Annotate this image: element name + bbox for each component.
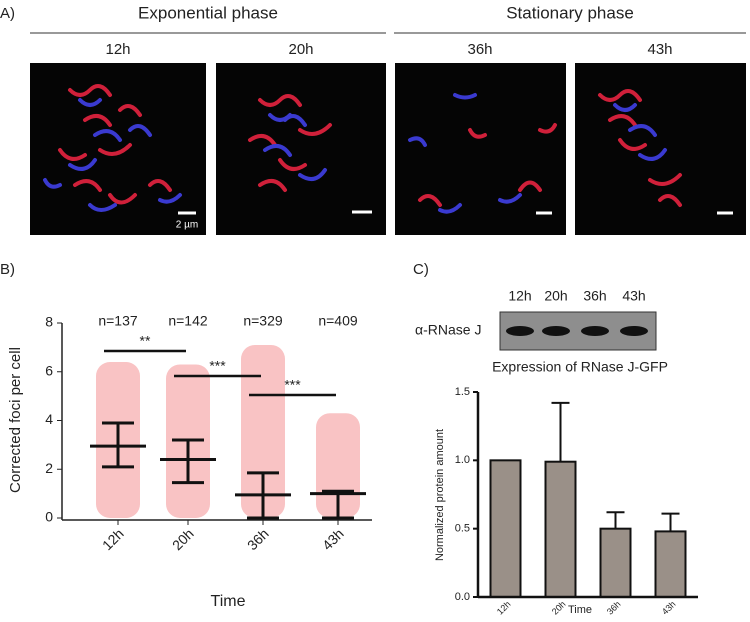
y-tick-label: 2 [45, 460, 53, 476]
micrograph [216, 63, 386, 235]
x-tick-label: 12h [495, 599, 513, 617]
cells [43, 84, 682, 214]
significance-label: *** [209, 358, 226, 374]
phase-title: Exponential phase [138, 3, 278, 22]
y-tick-label: 0.0 [455, 591, 470, 603]
lane-label: 43h [622, 288, 645, 304]
y-axis-label: Corrected foci per cell [7, 347, 24, 493]
scale-label: 2 µm [176, 220, 198, 231]
image-label: 43h [647, 41, 672, 58]
bar [489, 459, 522, 599]
lane-label: 36h [583, 288, 606, 304]
micrograph [575, 63, 746, 235]
micrograph [395, 63, 566, 235]
n-label: n=329 [243, 313, 283, 329]
x-tick-label: 20h [550, 599, 568, 617]
micrograph [30, 63, 206, 235]
x-tick-label: 43h [660, 599, 678, 617]
image-label: 20h [288, 41, 313, 58]
bar [654, 530, 687, 599]
significance-label: *** [284, 377, 301, 393]
y-tick-label: 0.5 [455, 523, 470, 535]
panel-label: A) [0, 5, 15, 22]
y-tick-label: 1.0 [455, 454, 470, 466]
y-tick-label: 1.5 [455, 386, 470, 398]
image-label: 36h [467, 41, 492, 58]
blot-band [620, 326, 648, 336]
dot-range [241, 344, 285, 518]
blot-band [506, 326, 534, 336]
image-label: 12h [105, 41, 130, 58]
blot-band [581, 326, 609, 336]
x-tick-label: 12h [99, 525, 127, 553]
chart-title: Expression of RNase J-GFP [492, 359, 668, 375]
lane-label: 12h [508, 288, 531, 304]
panel-label: C) [413, 261, 429, 278]
y-tick-label: 0 [45, 509, 53, 525]
blot-antibody: α-RNase J [415, 322, 481, 338]
blot-band [542, 326, 570, 336]
x-tick-label: 43h [319, 525, 347, 553]
x-tick-label: 36h [244, 525, 272, 553]
x-axis-label: Time [568, 604, 592, 616]
bar [599, 527, 632, 599]
x-axis-label: Time [211, 593, 246, 610]
significance-label: ** [140, 333, 151, 349]
y-tick-label: 4 [45, 411, 53, 427]
micrographs: 2 µm [30, 63, 746, 235]
phase-title: Stationary phase [506, 3, 634, 22]
x-tick-label: 36h [605, 599, 623, 617]
y-tick-label: 6 [45, 362, 53, 378]
y-axis-label: Normalized protein amount [434, 429, 446, 561]
lane-label: 20h [544, 288, 567, 304]
n-label: n=409 [318, 313, 358, 329]
bar [544, 460, 577, 599]
panel-label: B) [0, 261, 15, 278]
y-tick-label: 8 [45, 314, 53, 330]
n-label: n=142 [168, 313, 208, 329]
n-label: n=137 [98, 313, 138, 329]
x-tick-label: 20h [169, 525, 197, 553]
